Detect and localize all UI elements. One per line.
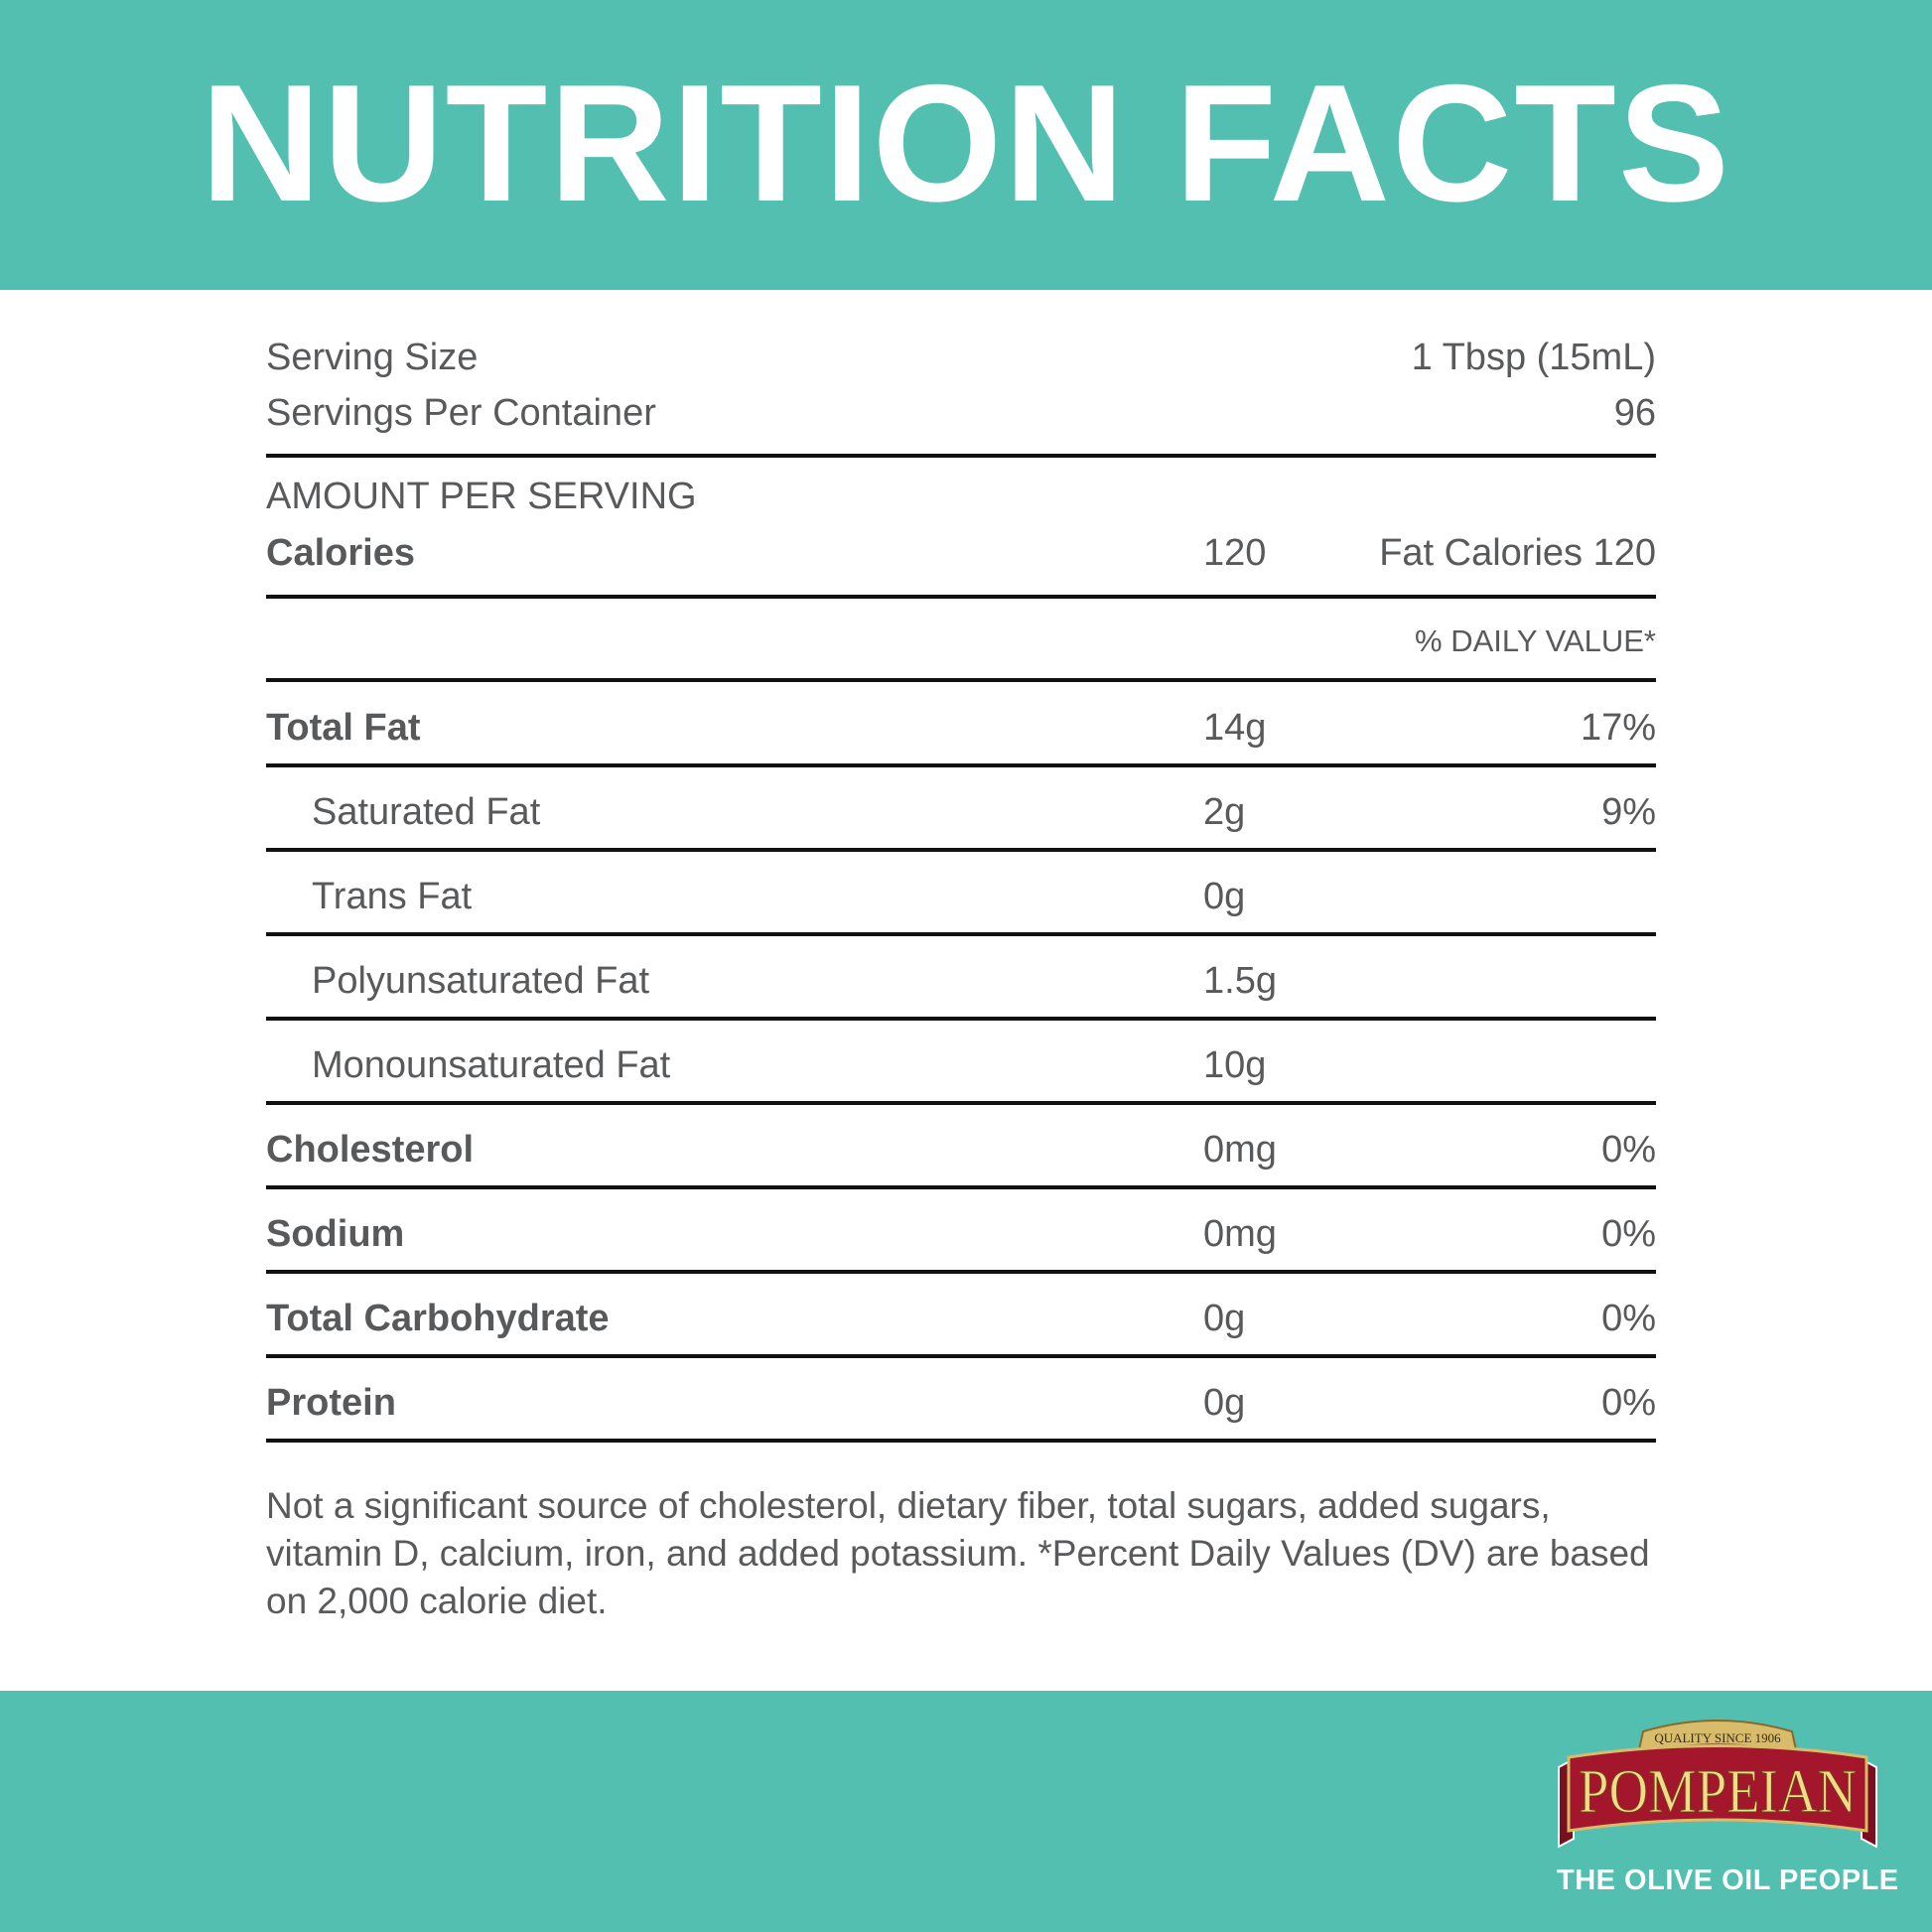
page-title: NUTRITION FACTS [201, 50, 1731, 236]
divider [266, 1017, 1656, 1021]
fat-calories: Fat Calories 120 [1379, 532, 1656, 574]
divider [266, 678, 1656, 682]
nutrient-label: Monounsaturated Fat [312, 1044, 671, 1086]
nutrient-label: Cholesterol [266, 1129, 475, 1171]
svg-text:POMPEIAN: POMPEIAN [1579, 1758, 1857, 1826]
nutrient-row: Polyunsaturated Fat 1.5g [266, 961, 1656, 1001]
servings-per-container-row: Servings Per Container 96 [266, 393, 1656, 433]
svg-text:QUALITY SINCE 1906: QUALITY SINCE 1906 [1654, 1730, 1781, 1745]
nutrient-row: Protein 0g 0% [266, 1383, 1656, 1423]
nutrient-label: Total Carbohydrate [266, 1298, 610, 1339]
nutrient-daily-value: 0% [1601, 1213, 1656, 1255]
nutrient-row: Trans Fat 0g [266, 877, 1656, 916]
divider [266, 1101, 1656, 1105]
servings-per-container-value: 96 [1613, 392, 1656, 434]
nutrient-daily-value: 0% [1601, 1298, 1656, 1339]
calories-label: Calories [266, 532, 415, 574]
nutrient-amount: 0mg [1203, 1129, 1277, 1171]
divider [266, 595, 1656, 599]
nutrient-daily-value: 17% [1580, 707, 1656, 749]
nutrient-label: Polyunsaturated Fat [312, 960, 650, 1002]
divider [266, 763, 1656, 767]
divider [266, 848, 1656, 852]
nutrient-amount: 14g [1203, 707, 1267, 749]
nutrient-amount: 10g [1203, 1044, 1267, 1086]
calories-value: 120 [1203, 532, 1267, 574]
nutrient-daily-value: 0% [1601, 1129, 1656, 1171]
nutrient-daily-value: 9% [1601, 791, 1656, 833]
daily-value-heading: % DAILY VALUE* [1415, 623, 1656, 658]
header-band: NUTRITION FACTS [0, 0, 1932, 290]
brand-tagline: THE OLIVE OIL PEOPLE [1557, 1864, 1899, 1896]
serving-size-label: Serving Size [266, 337, 479, 378]
nutrient-row: Saturated Fat 2g 9% [266, 792, 1656, 832]
nutrient-label: Trans Fat [312, 876, 473, 917]
nutrient-amount: 0g [1203, 1382, 1246, 1424]
amount-heading-text: AMOUNT PER SERVING [266, 476, 697, 517]
nutrient-amount: 0g [1203, 876, 1246, 917]
nutrient-row: Total Fat 14g 17% [266, 708, 1656, 748]
nutrient-row: Cholesterol 0mg 0% [266, 1130, 1656, 1170]
divider [266, 932, 1656, 936]
calories-row: Calories 120 Fat Calories 120 [266, 533, 1656, 573]
servings-per-container-label: Servings Per Container [266, 392, 656, 434]
daily-value-heading-row: % DAILY VALUE* [266, 621, 1656, 661]
nutrient-label: Total Fat [266, 707, 421, 749]
nutrient-label: Saturated Fat [312, 791, 541, 833]
nutrient-row: Sodium 0mg 0% [266, 1214, 1656, 1254]
divider [266, 1185, 1656, 1189]
nutrient-row: Total Carbohydrate 0g 0% [266, 1299, 1656, 1338]
nutrient-amount: 0mg [1203, 1213, 1277, 1255]
divider [266, 454, 1656, 458]
nutrient-daily-value: 0% [1601, 1382, 1656, 1424]
nutrient-amount: 1.5g [1203, 960, 1277, 1002]
nutrient-label: Protein [266, 1382, 396, 1424]
nutrient-label: Sodium [266, 1213, 405, 1255]
divider [266, 1354, 1656, 1358]
serving-size-value: 1 Tbsp (15mL) [1411, 337, 1656, 378]
serving-size-row: Serving Size 1 Tbsp (15mL) [266, 338, 1656, 377]
amount-per-serving-heading: AMOUNT PER SERVING [266, 477, 1656, 516]
divider [266, 1439, 1656, 1443]
nutrient-row: Monounsaturated Fat 10g [266, 1045, 1656, 1085]
nutrient-amount: 0g [1203, 1298, 1246, 1339]
nutrient-amount: 2g [1203, 791, 1246, 833]
footnote: Not a significant source of cholesterol,… [266, 1485, 1650, 1621]
divider [266, 1270, 1656, 1274]
pompeian-logo: QUALITY SINCE 1906 POMPEIAN [1554, 1710, 1881, 1863]
